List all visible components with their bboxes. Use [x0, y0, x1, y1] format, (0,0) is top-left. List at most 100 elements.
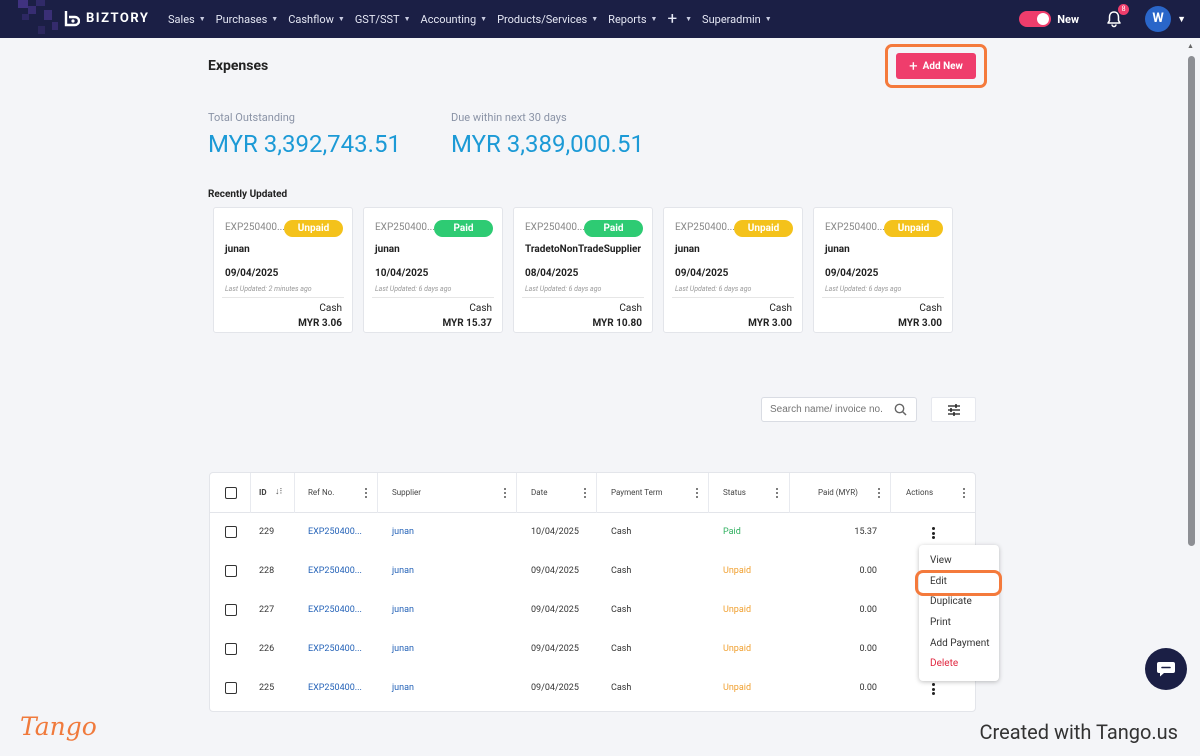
nav-quick-add[interactable]: + ▼ — [667, 9, 692, 29]
card-divider — [672, 297, 794, 298]
cell-ref-link[interactable]: EXP250400... — [308, 605, 362, 615]
cell-payment-term: Cash — [611, 605, 632, 615]
column-header-supplier[interactable]: Supplier — [392, 488, 421, 497]
nav-cashflow[interactable]: Cashflow ▼ — [288, 12, 345, 26]
column-header-payment-term[interactable]: Payment Term — [611, 488, 663, 497]
nav-sales[interactable]: Sales ▼ — [168, 12, 206, 26]
column-header-status[interactable]: Status — [723, 488, 746, 497]
scroll-up-arrow-icon[interactable]: ▲ — [1187, 42, 1194, 50]
tango-credit: Created with Tango.us — [979, 720, 1178, 744]
cell-status: Unpaid — [723, 605, 752, 615]
column-menu-icon[interactable] — [365, 488, 367, 498]
recent-expense-card[interactable]: EXP250400... Paid junan 10/04/2025 Last … — [363, 207, 503, 333]
scrollbar-thumb[interactable] — [1188, 56, 1195, 546]
cell-ref-link[interactable]: EXP250400... — [308, 644, 362, 654]
sort-arrow-icon[interactable]: ↓⁝ — [275, 487, 283, 497]
table-row[interactable]: 225 EXP250400... junan 09/04/2025 Cash U… — [210, 669, 975, 708]
menu-item-edit[interactable]: Edit — [930, 576, 947, 587]
cell-date: 09/04/2025 — [531, 566, 579, 576]
biztory-mark-icon — [64, 11, 80, 27]
column-header-paid[interactable]: Paid (MYR) — [818, 488, 858, 497]
table-row[interactable]: 227 EXP250400... junan 09/04/2025 Cash U… — [210, 591, 975, 630]
cell-supplier-link[interactable]: junan — [392, 566, 414, 576]
cell-ref-link[interactable]: EXP250400... — [308, 683, 362, 693]
cell-supplier-link[interactable]: junan — [392, 605, 414, 615]
avatar[interactable]: W — [1145, 6, 1172, 32]
table-row[interactable]: 228 EXP250400... junan 09/04/2025 Cash U… — [210, 552, 975, 591]
column-menu-icon[interactable] — [878, 488, 880, 498]
cell-status: Unpaid — [723, 566, 752, 576]
card-divider — [822, 297, 944, 298]
row-checkbox[interactable] — [225, 643, 237, 655]
column-menu-icon[interactable] — [504, 488, 506, 498]
sliders-icon — [947, 403, 960, 416]
row-checkbox[interactable] — [225, 682, 237, 694]
new-ui-toggle-label: New — [1057, 12, 1080, 26]
add-new-button[interactable]: + Add New — [896, 53, 976, 79]
search-input[interactable] — [761, 397, 917, 422]
select-all-checkbox[interactable] — [225, 487, 237, 499]
cell-payment-term: Cash — [611, 683, 632, 693]
menu-item-view[interactable]: View — [930, 555, 952, 566]
table-row[interactable]: 226 EXP250400... junan 09/04/2025 Cash U… — [210, 630, 975, 669]
new-ui-toggle[interactable] — [1019, 11, 1052, 27]
chat-widget-button[interactable] — [1145, 648, 1187, 690]
nav-accounting[interactable]: Accounting ▼ — [420, 12, 488, 26]
row-actions-menu-icon[interactable] — [932, 527, 935, 541]
column-header-id[interactable]: ID — [259, 488, 267, 497]
column-menu-icon[interactable] — [584, 488, 586, 498]
cell-status: Unpaid — [723, 644, 752, 654]
menu-item-duplicate[interactable]: Duplicate — [930, 596, 972, 607]
brand-logo[interactable]: BIZTORY — [0, 0, 160, 38]
column-menu-icon[interactable] — [776, 488, 778, 498]
cell-ref-link[interactable]: EXP250400... — [308, 527, 362, 537]
row-checkbox[interactable] — [225, 604, 237, 616]
cell-id: 229 — [259, 527, 275, 537]
cell-status: Paid — [723, 527, 741, 537]
search-icon[interactable] — [894, 403, 907, 416]
column-divider — [294, 473, 295, 513]
chevron-down-icon[interactable]: ▼ — [1177, 14, 1186, 25]
notification-button[interactable]: 8 — [1105, 4, 1130, 28]
tango-logo: Tango — [20, 712, 97, 741]
nav-reports[interactable]: Reports ▼ — [608, 12, 658, 26]
filter-button[interactable] — [931, 397, 976, 422]
chat-bubble-icon — [1157, 662, 1175, 677]
column-header-date[interactable]: Date — [531, 488, 548, 497]
recent-expense-card[interactable]: EXP250400... Paid TradetoNonTradeSupplie… — [513, 207, 653, 333]
cell-status: Unpaid — [723, 683, 752, 693]
menu-item-add-payment[interactable]: Add Payment — [930, 638, 990, 649]
cell-supplier-link[interactable]: junan — [392, 527, 414, 537]
tutorial-highlight-edit — [915, 570, 1002, 596]
chevron-down-icon: ▼ — [480, 15, 488, 23]
nav-products-services[interactable]: Products/Services ▼ — [497, 12, 599, 26]
row-checkbox[interactable] — [225, 565, 237, 577]
recent-expense-card[interactable]: EXP250400... Unpaid junan 09/04/2025 Las… — [213, 207, 353, 333]
table-header: ID ↓⁝ Ref No. Supplier Date Payment Term… — [210, 473, 975, 513]
card-last-updated: Last Updated: 6 days ago — [825, 285, 902, 293]
column-divider — [516, 473, 517, 513]
recent-expense-card[interactable]: EXP250400... Unpaid junan 09/04/2025 Las… — [813, 207, 953, 333]
cell-supplier-link[interactable]: junan — [392, 644, 414, 654]
column-menu-icon[interactable] — [963, 488, 965, 498]
menu-item-delete[interactable]: Delete — [930, 658, 959, 669]
card-date: 09/04/2025 — [675, 268, 729, 279]
cell-ref-link[interactable]: EXP250400... — [308, 566, 362, 576]
table-row[interactable]: 229 EXP250400... junan 10/04/2025 Cash P… — [210, 513, 975, 552]
menu-item-print[interactable]: Print — [930, 617, 951, 628]
card-supplier: junan — [225, 244, 250, 255]
column-divider — [377, 473, 378, 513]
recent-expense-card[interactable]: EXP250400... Unpaid junan 09/04/2025 Las… — [663, 207, 803, 333]
nav-superadmin[interactable]: Superadmin ▼ — [702, 12, 772, 26]
nav-purchases[interactable]: Purchases ▼ — [215, 12, 279, 26]
chevron-down-icon: ▼ — [403, 15, 411, 23]
card-last-updated: Last Updated: 6 days ago — [525, 285, 602, 293]
row-actions-menu-icon[interactable] — [932, 683, 935, 697]
row-checkbox[interactable] — [225, 526, 237, 538]
card-ref: EXP250400... — [525, 222, 585, 233]
cell-date: 10/04/2025 — [531, 527, 579, 537]
nav-gst-sst[interactable]: GST/SST ▼ — [354, 12, 411, 26]
cell-supplier-link[interactable]: junan — [392, 683, 414, 693]
column-menu-icon[interactable] — [696, 488, 698, 498]
column-header-ref-no[interactable]: Ref No. — [308, 488, 335, 497]
